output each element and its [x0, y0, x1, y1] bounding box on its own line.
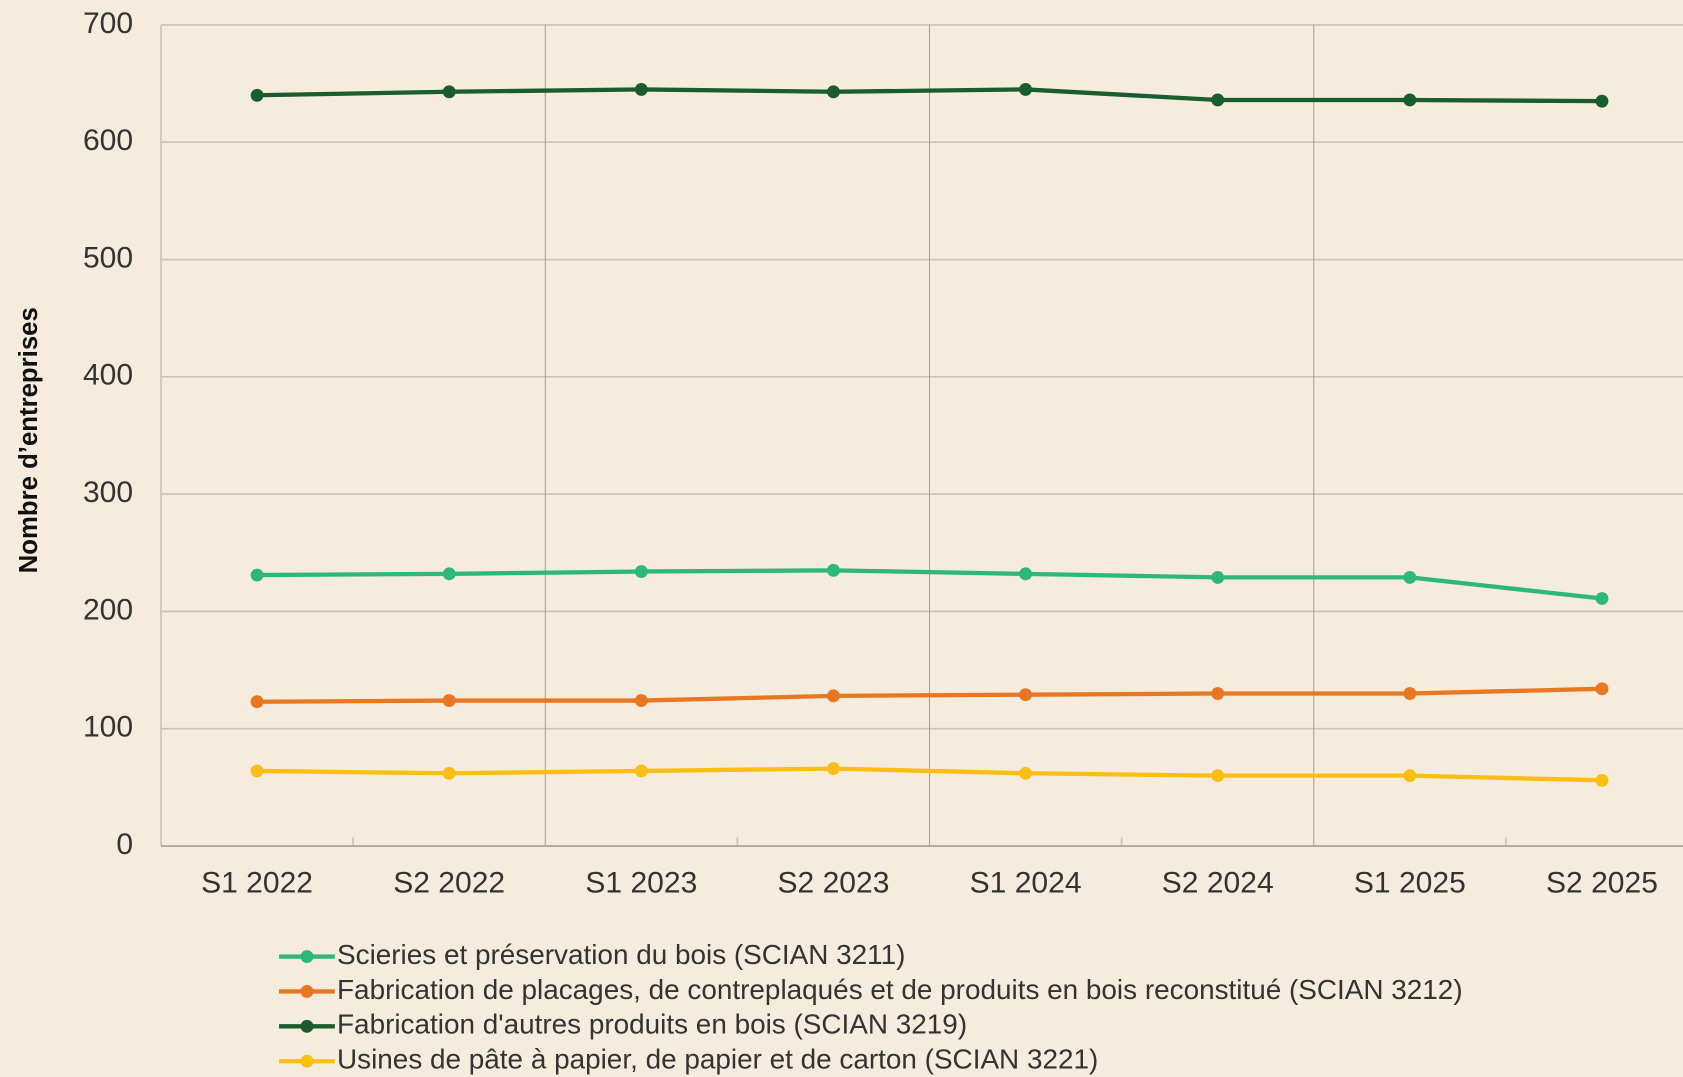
- x-tick-label: S2 2024: [1162, 867, 1274, 900]
- data-point: [1019, 766, 1033, 780]
- data-point: [634, 764, 648, 778]
- data-point: [634, 82, 648, 96]
- data-point: [442, 694, 456, 707]
- data-point: [1019, 82, 1033, 96]
- legend-label: Fabrication de placages, de contreplaqué…: [337, 974, 1463, 1005]
- data-point: [827, 762, 840, 776]
- x-tick-label: S2 2022: [393, 867, 505, 900]
- data-point: [827, 85, 840, 99]
- data-point: [1019, 567, 1033, 581]
- data-point: [250, 568, 264, 582]
- data-point: [1211, 687, 1225, 700]
- y-tick-label: 400: [83, 359, 133, 392]
- y-tick-label: 200: [83, 593, 133, 626]
- data-point: [1211, 570, 1225, 584]
- data-point: [442, 85, 456, 99]
- data-point: [1403, 570, 1417, 584]
- legend-swatch-dot: [300, 1054, 314, 1068]
- data-point: [1595, 592, 1609, 605]
- y-tick-label: 100: [83, 711, 133, 744]
- data-point: [1595, 682, 1609, 696]
- y-tick-label: 0: [116, 828, 133, 861]
- data-point: [1595, 773, 1609, 787]
- x-tick-label: S1 2022: [201, 867, 313, 900]
- data-point: [1019, 688, 1033, 702]
- legend-label: Scieries et préservation du bois (SCIAN …: [337, 939, 905, 970]
- data-point: [1211, 93, 1225, 107]
- data-point: [634, 565, 648, 578]
- data-point: [1403, 687, 1417, 700]
- data-point: [442, 567, 456, 581]
- series-line: [257, 568, 1603, 601]
- y-axis-label: Nombre d’entreprises: [15, 307, 43, 573]
- y-tick-label: 700: [83, 7, 133, 40]
- legend-label: Usines de pâte à papier, de papier et de…: [337, 1044, 1098, 1075]
- data-point: [827, 563, 840, 577]
- data-point: [250, 88, 264, 102]
- legend-swatch-dot: [300, 985, 314, 998]
- data-point: [1211, 769, 1225, 783]
- x-tick-label: S2 2025: [1546, 867, 1658, 900]
- y-tick-label: 500: [83, 241, 133, 274]
- data-point: [250, 764, 264, 778]
- series-line: [257, 686, 1603, 704]
- data-point: [1403, 93, 1417, 107]
- data-point: [442, 766, 456, 780]
- y-tick-label: 300: [83, 476, 133, 509]
- y-tick-label: 600: [83, 124, 133, 157]
- x-tick-label: S1 2023: [585, 867, 697, 900]
- data-point: [250, 695, 264, 709]
- data-point: [1403, 769, 1417, 783]
- legend-swatch-dot: [300, 950, 314, 964]
- series-line: [257, 87, 1602, 104]
- data-point: [827, 689, 840, 703]
- x-tick-label: S1 2024: [970, 867, 1082, 900]
- legend-swatch-dot: [300, 1019, 314, 1033]
- x-tick-label: S1 2025: [1354, 867, 1466, 900]
- series-line: [257, 766, 1603, 783]
- legend-label: Fabrication d'autres produits en bois (S…: [337, 1009, 967, 1040]
- x-tick-label: S2 2023: [777, 867, 889, 900]
- data-point: [1595, 94, 1609, 108]
- data-point: [634, 694, 648, 707]
